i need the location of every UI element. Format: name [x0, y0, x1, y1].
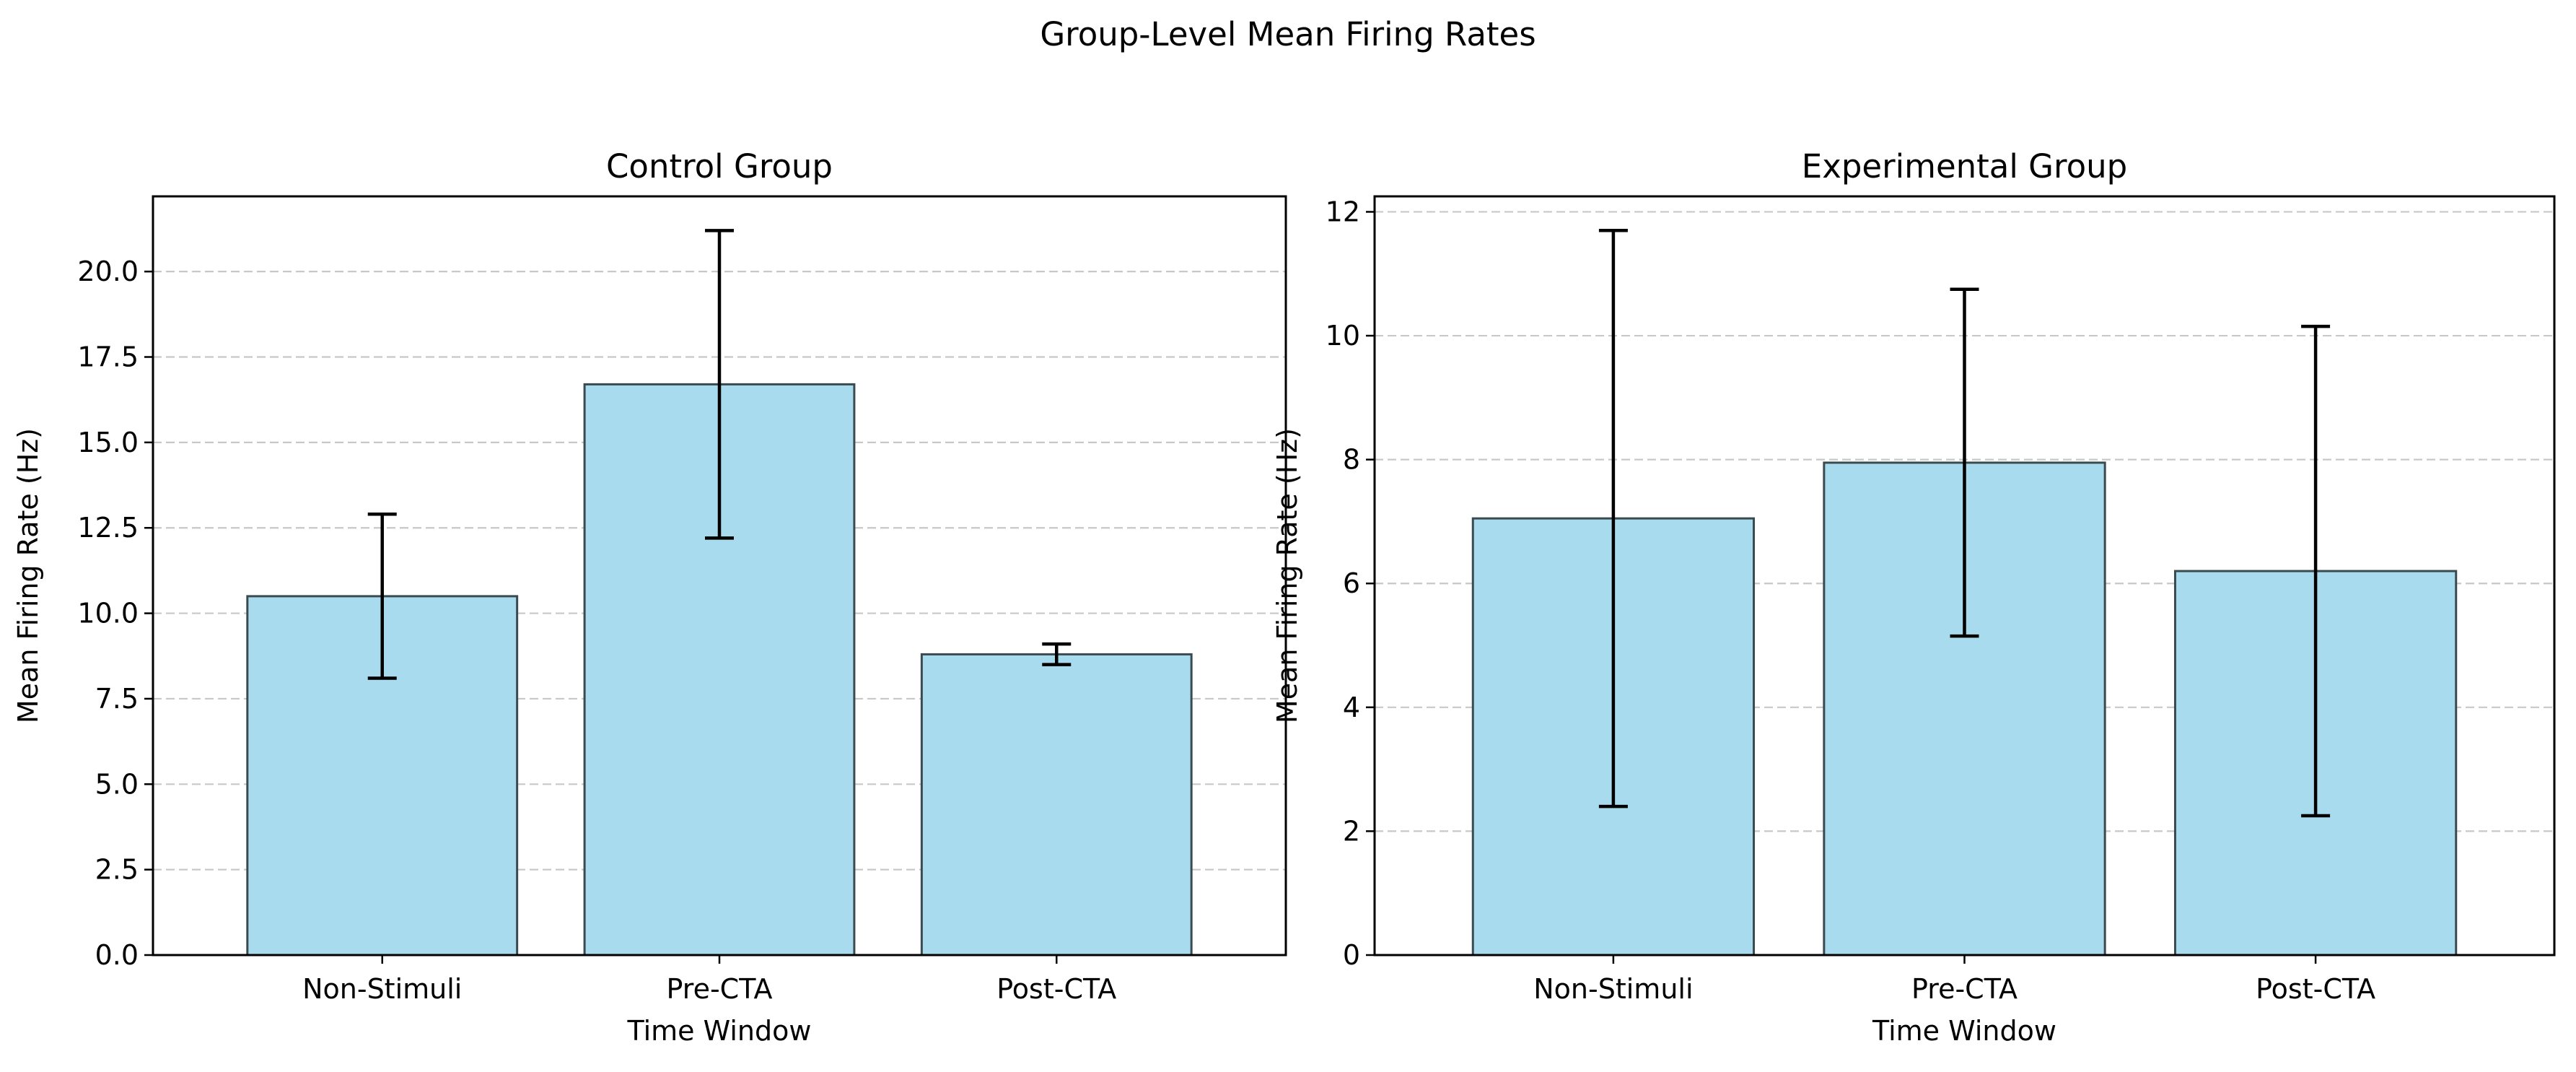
- y-tick-label: 15.0: [77, 427, 139, 458]
- error-bar-pre-cta: [1950, 287, 1979, 638]
- error-bar-non-stimuli: [1598, 228, 1628, 809]
- y-tick-label: 6: [1343, 567, 1360, 599]
- y-tick-label: 12.5: [77, 512, 139, 544]
- y-tick-label: 2: [1343, 815, 1360, 847]
- panel-title: Control Group: [606, 147, 833, 186]
- y-tick-label: 8: [1343, 444, 1360, 476]
- x-axis-label: Time Window: [627, 1015, 812, 1047]
- y-tick-label: 17.5: [77, 341, 139, 373]
- y-tick-label: 2.5: [95, 854, 139, 886]
- x-tick-label-non-stimuli: Non-Stimuli: [302, 973, 462, 1005]
- y-axis-label: Mean Firing Rate (Hz): [12, 428, 44, 723]
- error-bar-pre-cta: [705, 229, 734, 540]
- bar-post-cta: [920, 653, 1193, 956]
- y-tick-label: 7.5: [95, 683, 139, 715]
- y-tick-label: 10.0: [77, 598, 139, 629]
- figure-title: Group-Level Mean Firing Rates: [1040, 15, 1535, 53]
- y-tick-label: 0: [1343, 939, 1360, 971]
- y-tick-label: 12: [1326, 196, 1360, 227]
- x-tick-label-pre-cta: Pre-CTA: [667, 973, 773, 1005]
- x-tick-label-post-cta: Post-CTA: [2256, 973, 2375, 1005]
- panel-experimental-group: 0 2 4 6 8 10 12 Non-Stimuli Pre-CTA Post-CTA Exper…: [1271, 147, 2556, 1047]
- y-tick-label: 10: [1326, 320, 1360, 352]
- y-tick-label: 0.0: [95, 939, 139, 971]
- y-tick-label: 20.0: [77, 256, 139, 287]
- x-axis-label: Time Window: [1872, 1015, 2056, 1047]
- x-tick-label-non-stimuli: Non-Stimuli: [1533, 973, 1693, 1005]
- x-tick-label-pre-cta: Pre-CTA: [1911, 973, 2018, 1005]
- x-tick-label-post-cta: Post-CTA: [996, 973, 1116, 1005]
- error-bar-non-stimuli: [367, 513, 397, 680]
- y-tick-label: 5.0: [95, 768, 139, 800]
- error-bar-post-cta: [1042, 642, 1072, 666]
- y-axis-label: Mean Firing Rate (Hz): [1271, 428, 1303, 723]
- error-bar-post-cta: [2301, 324, 2331, 818]
- panel-title: Experimental Group: [1802, 147, 2127, 186]
- panel-control-group: 0.0 2.5 5.0 7.5 10.0 12.5 15.0 17.5 20.0 Non-Stim…: [12, 147, 1287, 1047]
- y-tick-label: 4: [1343, 692, 1360, 723]
